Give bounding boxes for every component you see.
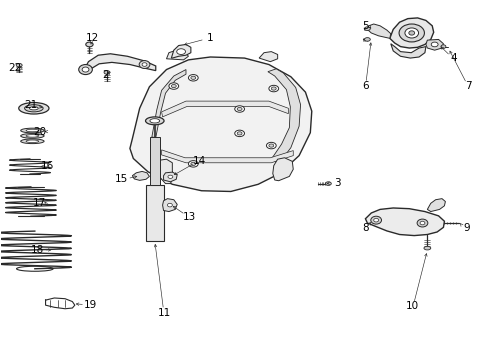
Text: 10: 10	[406, 301, 418, 311]
Ellipse shape	[24, 105, 43, 112]
Polygon shape	[272, 158, 293, 181]
Text: 2: 2	[102, 70, 109, 80]
Ellipse shape	[234, 130, 244, 136]
Ellipse shape	[408, 31, 414, 35]
Text: 5: 5	[362, 21, 368, 31]
Ellipse shape	[268, 144, 273, 147]
Polygon shape	[152, 69, 185, 138]
Ellipse shape	[167, 203, 172, 207]
Ellipse shape	[20, 128, 44, 133]
Ellipse shape	[416, 219, 427, 227]
Text: 20: 20	[33, 127, 46, 136]
Polygon shape	[161, 150, 293, 163]
Ellipse shape	[16, 63, 22, 67]
Text: 22: 22	[9, 63, 22, 73]
Ellipse shape	[190, 76, 195, 80]
Text: 12: 12	[85, 33, 99, 43]
Polygon shape	[366, 24, 390, 39]
Polygon shape	[163, 172, 177, 182]
Ellipse shape	[188, 161, 198, 167]
Polygon shape	[166, 50, 188, 60]
Ellipse shape	[398, 24, 424, 42]
Ellipse shape	[19, 103, 49, 114]
Ellipse shape	[142, 63, 147, 66]
Ellipse shape	[404, 28, 418, 38]
Ellipse shape	[176, 49, 185, 54]
Ellipse shape	[20, 134, 44, 138]
Ellipse shape	[26, 140, 39, 143]
Ellipse shape	[364, 38, 369, 41]
Ellipse shape	[440, 45, 445, 48]
Text: 6: 6	[362, 81, 368, 91]
Ellipse shape	[364, 27, 369, 31]
Ellipse shape	[26, 135, 39, 137]
Ellipse shape	[271, 87, 276, 90]
Text: 9: 9	[462, 224, 468, 233]
Ellipse shape	[423, 246, 430, 250]
Ellipse shape	[373, 219, 378, 222]
Ellipse shape	[171, 85, 176, 87]
Polygon shape	[162, 199, 177, 212]
Ellipse shape	[325, 182, 330, 185]
Bar	[146, 185, 163, 241]
Ellipse shape	[20, 139, 44, 144]
Polygon shape	[390, 44, 425, 58]
Ellipse shape	[29, 107, 38, 110]
Polygon shape	[161, 101, 288, 117]
Polygon shape	[171, 44, 190, 58]
Ellipse shape	[370, 216, 381, 224]
Polygon shape	[389, 18, 433, 48]
Text: 8: 8	[362, 224, 368, 233]
Polygon shape	[156, 159, 173, 184]
Text: 4: 4	[450, 53, 457, 63]
Text: 11: 11	[157, 308, 170, 318]
Text: 15: 15	[115, 174, 128, 184]
Ellipse shape	[190, 162, 195, 166]
Ellipse shape	[79, 64, 92, 75]
Polygon shape	[365, 208, 444, 235]
Ellipse shape	[188, 75, 198, 81]
Ellipse shape	[430, 42, 437, 47]
Text: 16: 16	[41, 161, 54, 171]
Polygon shape	[132, 171, 149, 180]
Ellipse shape	[237, 107, 242, 111]
Ellipse shape	[168, 83, 178, 89]
Polygon shape	[427, 199, 445, 212]
Ellipse shape	[268, 85, 278, 92]
Polygon shape	[84, 54, 156, 73]
Text: 17: 17	[33, 198, 46, 208]
Polygon shape	[425, 40, 443, 50]
Bar	[150, 137, 159, 185]
Text: 18: 18	[31, 245, 44, 255]
Polygon shape	[130, 57, 311, 192]
Ellipse shape	[85, 42, 93, 47]
Ellipse shape	[237, 132, 242, 135]
Ellipse shape	[266, 142, 276, 149]
Text: 7: 7	[465, 81, 471, 91]
Ellipse shape	[104, 71, 110, 74]
Text: 21: 21	[24, 100, 38, 111]
Ellipse shape	[150, 119, 159, 123]
Text: 19: 19	[84, 300, 97, 310]
Ellipse shape	[145, 117, 163, 125]
Ellipse shape	[26, 129, 39, 132]
Polygon shape	[259, 51, 277, 62]
Ellipse shape	[167, 175, 172, 179]
Polygon shape	[267, 69, 300, 164]
Ellipse shape	[234, 106, 244, 112]
Text: 13: 13	[183, 212, 196, 221]
Text: 14: 14	[193, 156, 206, 166]
Text: 1: 1	[206, 33, 213, 43]
Ellipse shape	[419, 221, 424, 225]
Text: 3: 3	[333, 178, 340, 188]
Ellipse shape	[139, 60, 150, 68]
Ellipse shape	[82, 67, 89, 72]
